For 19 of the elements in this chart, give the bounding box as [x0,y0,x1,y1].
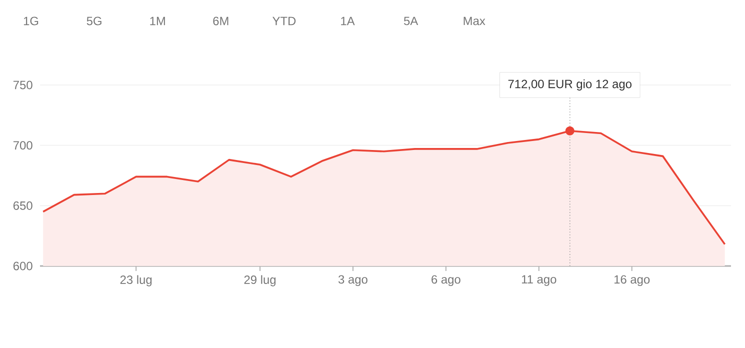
x-tick-label: 6 ago [432,275,460,286]
text: YTD [272,16,296,26]
text: 5G [86,16,102,26]
text: 1A [341,16,355,26]
y-tick-label: 700 [13,141,32,150]
y-tick-label: 600 [13,262,32,270]
annotation: 712,00 EUR gio 12 ago [508,79,632,91]
x-tick-label: 11 ago [522,275,556,286]
y-tick-label: 750 [13,80,32,90]
text: Max [464,16,486,26]
text: 5A [404,16,418,26]
x-tick-label: 3 ago [338,275,368,286]
text: 6M [213,16,228,26]
x-tick-label: 23 lug [120,275,152,286]
x-tick-label: 29 lug [244,275,276,286]
x-tick-label: 16 ago [614,275,650,286]
text: 1M [150,16,165,26]
y-tick-label: 650 [13,201,32,210]
text: 1G [24,16,38,26]
